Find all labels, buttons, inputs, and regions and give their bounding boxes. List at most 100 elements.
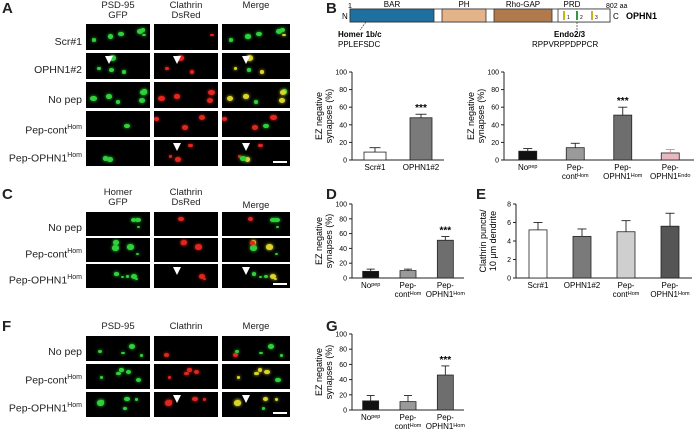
f-row-pepophn1-sup: Hom: [67, 402, 82, 409]
f-header-psd95-line1: PSD-95: [101, 321, 135, 332]
puncta-blob: [188, 143, 193, 148]
f-panel-r3-c2: [154, 392, 218, 417]
x-category-label: Pep-: [662, 281, 679, 290]
chart-b-left: 0 20 40 60 80 100 EZ negative synapses (%) Scr#1…: [314, 70, 444, 172]
puncta-blob: [158, 95, 165, 101]
puncta-blob: [131, 217, 137, 222]
panel-label-c: C: [2, 186, 13, 203]
puncta-blob: [184, 371, 189, 376]
bar: [362, 400, 380, 411]
x-category-label: contHom: [562, 172, 589, 181]
c-header-homer-line2: GFP: [108, 197, 128, 208]
puncta-blob: [234, 400, 242, 406]
c-panel-r3-c3: [222, 264, 290, 288]
x-category-label: OPHN1#2: [403, 163, 440, 172]
puncta-blob: [245, 34, 251, 39]
puncta-blob: [226, 95, 233, 101]
x-category-label: Pep-: [400, 413, 417, 422]
puncta-blob: [261, 407, 266, 411]
diagram-prd-tick-3: 3: [595, 15, 598, 21]
a-header-clathrin: Clathrin DsRed: [154, 1, 218, 21]
bar: [528, 229, 548, 279]
bar: [613, 114, 633, 161]
y-axis-label: EZ negative: [314, 348, 324, 396]
a-row-label-nopep: No pep: [2, 94, 82, 106]
diagram-protein-name: OPHN1: [626, 11, 657, 21]
bar: [363, 151, 387, 161]
puncta-blob: [102, 156, 109, 161]
y-tick-label: 4: [507, 239, 511, 246]
y-tick-label: 20: [339, 392, 347, 399]
diagram-end-label: 802 aa: [606, 3, 628, 10]
significance-marker: ***: [617, 96, 629, 107]
panel-label-b: B: [326, 0, 337, 17]
bar: [362, 270, 380, 279]
a-row-scr1-text: Scr#1: [54, 36, 82, 48]
puncta-blob: [134, 277, 139, 281]
puncta-blob: [154, 117, 159, 122]
a-panel-r5-c1: [86, 140, 150, 166]
y-tick-label: 20: [491, 140, 499, 147]
y-tick-label: 0: [343, 276, 347, 283]
diagram-ph-label: PH: [458, 0, 469, 9]
puncta-blob: [140, 28, 146, 32]
c-panel-r3-c1: [86, 264, 150, 288]
panel-label-d: D: [326, 186, 337, 203]
puncta-blob: [207, 97, 214, 103]
c-row-pepcont-sup: Hom: [67, 248, 82, 255]
arrowhead-marker: [173, 143, 182, 151]
y-tick-label: 2: [507, 257, 511, 264]
diagram-prd-tick-1: 1: [567, 15, 570, 21]
puncta-blob: [135, 252, 139, 256]
puncta-blob: [210, 33, 215, 37]
puncta-blob: [123, 407, 127, 411]
y-tick-label: 0: [343, 158, 347, 165]
a-row-label-pepophn1: Pep-OPHN1Hom: [2, 152, 82, 165]
x-category-label: Scr#1: [528, 281, 549, 290]
a-row-pepophn1-text: Pep-OPHN1: [8, 152, 68, 165]
arrowhead-marker: [242, 56, 251, 64]
f-header-clathrin-line1: Clathrin: [169, 321, 203, 332]
f-panel-r3-c1: [86, 392, 150, 417]
f-row-nopep-text: No pep: [48, 346, 82, 358]
scale-bar: [273, 161, 287, 163]
diagram-homer-site: Homer 1b/c: [338, 30, 382, 39]
puncta-blob: [264, 275, 268, 279]
bar: [660, 225, 680, 279]
a-panel-r5-c3: [222, 140, 290, 166]
c-header-homer-line1: Homer: [103, 187, 133, 198]
puncta-blob: [208, 90, 215, 96]
y-tick-label: 40: [491, 122, 499, 129]
a-panel-r1-c3: [222, 24, 290, 50]
puncta-blob: [254, 100, 259, 104]
y-tick-label: 80: [339, 216, 347, 223]
c-row-label-nopep: No pep: [2, 222, 82, 234]
a-panel-r3-c2: [154, 82, 218, 108]
puncta-blob: [246, 68, 252, 72]
puncta-blob: [127, 244, 135, 250]
diagram-prd-mark-2: [576, 11, 578, 20]
bar: [436, 374, 454, 411]
diagram-homer-seq: PPLEFSDC: [338, 40, 380, 49]
f-panel-r3-c3: [222, 392, 290, 417]
x-category-label: contHom: [395, 290, 422, 299]
puncta-blob: [262, 396, 269, 402]
puncta-blob: [195, 244, 203, 250]
puncta-blob: [250, 241, 255, 246]
arrowhead-marker: [173, 56, 182, 64]
puncta-blob: [280, 90, 287, 96]
puncta-blob: [243, 94, 250, 99]
puncta-blob: [121, 351, 125, 355]
puncta-blob: [112, 245, 119, 251]
puncta-blob: [109, 68, 114, 72]
puncta-blob: [264, 369, 271, 375]
y-tick-label: 0: [495, 158, 499, 165]
significance-marker: ***: [439, 226, 451, 237]
x-category-label: OPHN1Hom: [603, 172, 643, 181]
puncta-blob: [203, 398, 207, 401]
significance-marker: ***: [415, 103, 427, 114]
puncta-blob: [202, 277, 207, 281]
bar: [436, 239, 454, 279]
diagram-prd-domain: [557, 8, 611, 23]
puncta-blob: [124, 123, 130, 128]
